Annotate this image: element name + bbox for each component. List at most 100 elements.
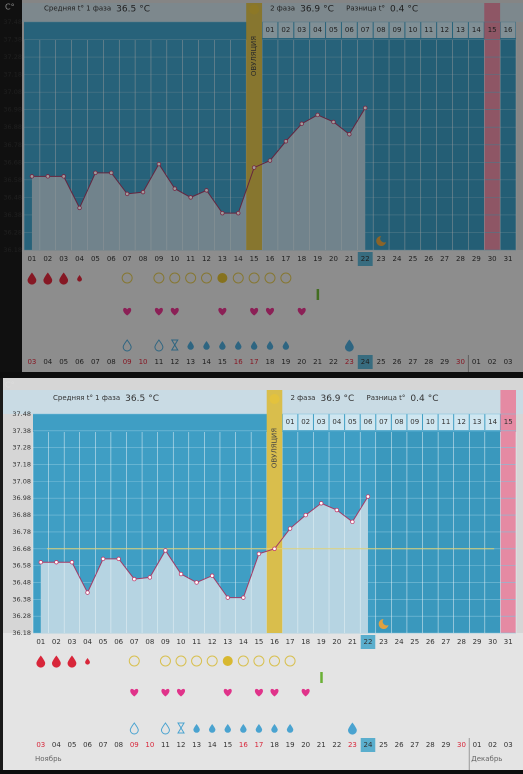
date-label: 23: [348, 741, 357, 749]
header-bg: [22, 3, 523, 22]
x-tick-label: 27: [440, 255, 449, 263]
y-tick-label: 37.38: [3, 36, 22, 44]
x-tick-label: 02: [43, 255, 52, 263]
header-day-box: [485, 414, 500, 430]
x-tick-label: 28: [457, 638, 466, 646]
intercourse-icon: [161, 688, 170, 697]
y-tick-label: 36.68: [12, 545, 31, 553]
date-label: 06: [75, 358, 84, 366]
intercourse-icon: [123, 307, 132, 316]
y-tick-label: 36.88: [3, 123, 22, 131]
temperature-area: [40, 496, 368, 633]
header-day: 04: [313, 26, 322, 34]
stat-label: Разница t°: [346, 5, 385, 13]
y-tick-label: 36.88: [12, 511, 31, 519]
header-day-box: [423, 414, 438, 430]
header-day-box: [360, 414, 376, 430]
moon-icon: [378, 619, 389, 629]
date-label: 25: [379, 741, 388, 749]
bleeding-icon: [67, 655, 77, 668]
header-day: 01: [286, 418, 295, 426]
x-tick-label: 14: [234, 255, 243, 263]
temperature-point: [194, 580, 199, 585]
ovulation-band: [246, 3, 263, 250]
header-day-box: [454, 414, 469, 430]
intercourse-icon: [170, 307, 179, 316]
x-tick-label: 21: [348, 638, 357, 646]
stat: Разница t° 0.4 °C: [346, 4, 418, 14]
stat: Средняя t° 1 фаза 36.5 °C: [44, 4, 150, 14]
date-label: 03: [27, 358, 36, 366]
x-tick-label: 19: [317, 638, 326, 646]
date-label: 07: [99, 741, 108, 749]
y-unit: C°: [5, 3, 15, 12]
stat-label: Разница t°: [367, 394, 406, 402]
y-tick-label: 37.38: [12, 427, 31, 435]
date-label: 08: [107, 358, 116, 366]
temperature-point: [147, 575, 153, 580]
date-label: 19: [281, 358, 290, 366]
header-day-box: [294, 22, 310, 38]
chart-panel: 01 02 03 04 05 06 07 08 09 10 11 12 13 14 15 Средняя t°…: [0, 378, 523, 770]
x-tick-label: 14: [239, 638, 248, 646]
x-tick-label: 09: [154, 255, 163, 263]
discharge-icon: [255, 724, 263, 733]
y-tick-label: 36.58: [12, 562, 31, 570]
header-day-box: [500, 414, 516, 430]
x-tick-label: 05: [91, 255, 100, 263]
date-label: 25: [377, 358, 386, 366]
hourglass-icon: [170, 339, 179, 351]
bleeding-icon: [36, 655, 46, 668]
temperature-point: [116, 556, 121, 562]
y-tick-label: 36.78: [12, 528, 31, 536]
discharge-icon: [208, 724, 216, 733]
x-tick-label: 31: [504, 255, 513, 263]
discharge-icon: [235, 341, 242, 350]
temperature-point: [283, 139, 289, 144]
discharge-icon: [187, 341, 194, 350]
header-day-box: [326, 22, 341, 38]
x-tick-label: 01: [27, 255, 36, 263]
mucus-icon: [169, 272, 181, 284]
header-day-box: [345, 414, 360, 430]
mucus-icon: [222, 656, 233, 666]
discharge-icon: [219, 341, 226, 350]
y-tick-label: 36.18: [3, 246, 22, 254]
date-label: 14: [208, 741, 217, 749]
temperature-point: [93, 170, 98, 176]
header-day: 09: [393, 26, 402, 34]
date-label: 01: [473, 741, 482, 749]
lower-bg: [3, 633, 523, 770]
stat-unit: °C: [323, 4, 334, 14]
date-label: 28: [424, 358, 433, 366]
temperature-point: [241, 595, 246, 600]
stat-unit: °C: [428, 394, 439, 404]
test-icon: [320, 672, 323, 683]
mucus-icon: [159, 655, 171, 667]
temperature-point: [172, 186, 177, 191]
today-date-box: [357, 355, 373, 369]
x-tick-label: 04: [75, 255, 84, 263]
temperature-point: [347, 132, 352, 137]
x-tick-label: 31: [504, 638, 513, 646]
y-tick-label: 37.28: [12, 444, 31, 452]
month-label: Декабрь: [471, 755, 502, 763]
discharge-icon: [154, 339, 164, 352]
month-label: Ноябрь: [35, 755, 62, 763]
header-day-box: [500, 22, 516, 38]
stat: 2 фаза 36.9 °C: [270, 4, 334, 14]
header-day: 11: [441, 418, 450, 426]
header-day: 06: [364, 418, 373, 426]
header-day: 13: [473, 418, 482, 426]
mucus-icon: [185, 272, 197, 284]
x-tick-label: 20: [332, 638, 341, 646]
temperature-point: [77, 205, 82, 211]
y-tick-label: 36.58: [3, 176, 22, 184]
stat-unit: °C: [148, 394, 159, 404]
temperature-point: [331, 119, 336, 125]
x-tick-label: 12: [208, 638, 217, 646]
date-label: 15: [218, 358, 227, 366]
temperature-point: [363, 105, 368, 111]
temperature-point: [100, 556, 106, 562]
header-day-box: [407, 414, 423, 430]
